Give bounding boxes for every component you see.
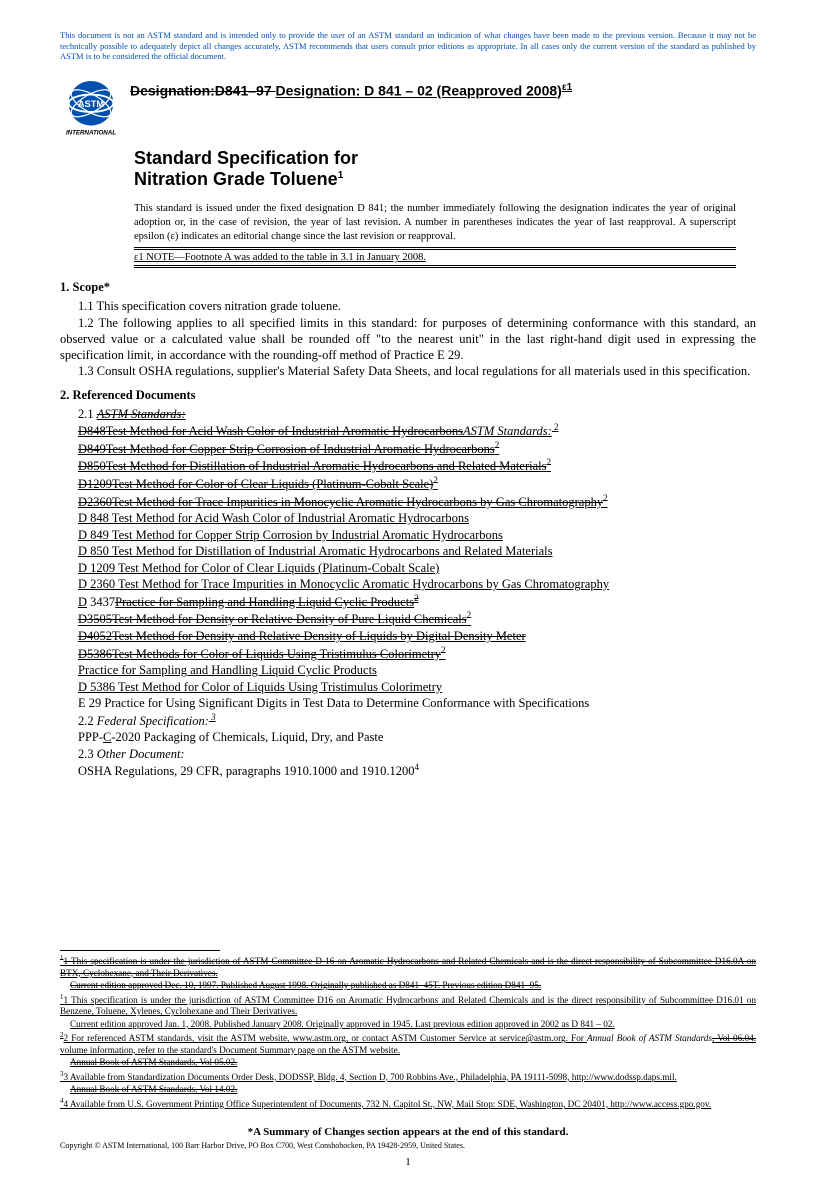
ref-d850-new: D 850 Test Method for Distillation of In…: [78, 543, 756, 560]
fn4-old: Annual Book of ASTM Standards, Vol 14.02…: [60, 1084, 756, 1096]
ref-d1209-new: D 1209 Test Method for Color of Clear Li…: [78, 560, 756, 577]
ref-2.1: 2.1 ASTM Standards:: [78, 406, 756, 423]
l23a: 2.3: [78, 747, 97, 761]
fn4-new: 44 Available from U.S. Government Printi…: [60, 1097, 756, 1111]
l21b: ASTM Standards:: [97, 407, 186, 421]
u6a: D: [78, 595, 87, 609]
f2u2: volume information, refer to the standar…: [60, 1045, 400, 1055]
r4: D1209Test Method for Color of Clear Liqu…: [78, 477, 433, 491]
svg-text:ASTM: ASTM: [78, 99, 105, 109]
r3: D850Test Method for Distillation of Indu…: [78, 459, 546, 473]
ref-d5386-old: D5386Test Methods for Color of Liquids U…: [78, 645, 756, 663]
ref-2.2: 2.2 Federal Specification: 3: [78, 712, 756, 730]
ref-2.3: 2.3 Other Document:: [78, 746, 756, 763]
scope-head: 1. Scope*: [60, 280, 756, 295]
ref-d4052-old: D4052Test Method for Density and Relativ…: [78, 628, 756, 645]
f3u: 3 Available from Standardization Documen…: [64, 1072, 677, 1082]
osha-sup: 4: [414, 762, 419, 772]
fn3-old: Annual Book of ASTM Standards, Vol 05.02…: [60, 1057, 756, 1069]
ref-e29: E 29 Practice for Using Significant Digi…: [78, 695, 756, 712]
r5sup: 2: [603, 493, 608, 503]
ppp-c: -2020 Packaging of Chemicals, Liquid, Dr…: [111, 730, 383, 744]
scope-p3: 1.3 Consult OSHA regulations, supplier's…: [60, 363, 756, 379]
epsilon-note: ε1 NOTE—Footnote A was added to the tabl…: [134, 247, 736, 268]
ref-d848-new: D 848 Test Method for Acid Wash Color of…: [78, 510, 756, 527]
footnotes: 11 This specification is under the juris…: [60, 954, 756, 1110]
scope-p1: 1.1 This specification covers nitration …: [60, 298, 756, 314]
l21a: 2.1: [78, 407, 97, 421]
f2s: , Vol 06.04.: [712, 1033, 756, 1043]
ref-d1209-old: D1209Test Method for Color of Clear Liqu…: [78, 475, 756, 493]
r8sup: 2: [441, 645, 446, 655]
r1sup: 2: [552, 422, 559, 432]
r2: D849Test Method for Copper Strip Corrosi…: [78, 442, 495, 456]
u6sup: 2: [414, 593, 419, 603]
l22b: Federal Specification:: [97, 714, 209, 728]
r6sup: 2: [467, 610, 472, 620]
f2u: 2 For referenced ASTM standards, visit t…: [64, 1033, 588, 1043]
designation-old: Designation:D841–97: [130, 83, 276, 99]
ref-d5386-new: D 5386 Test Method for Color of Liquids …: [78, 679, 756, 696]
ref-d3437: D 3437Practice for Sampling and Handling…: [78, 593, 756, 611]
summary-line: *A Summary of Changes section appears at…: [60, 1126, 756, 1138]
header-row: ASTM INTERNATIONAL Designation:D841–97 D…: [60, 76, 756, 138]
fn3-new: 33 Available from Standardization Docume…: [60, 1070, 756, 1084]
osha-t: OSHA Regulations, 29 CFR, paragraphs 191…: [78, 765, 414, 779]
fn1-old2: Current edition approved Dec. 10, 1997. …: [60, 980, 756, 992]
refdocs-body: 2.1 ASTM Standards: D848Test Method for …: [60, 406, 756, 781]
title-sup: 1: [338, 170, 344, 181]
r3sup: 2: [546, 457, 551, 467]
copyright-line: Copyright © ASTM International, 100 Barr…: [60, 1141, 756, 1150]
scope-body: 1.1 This specification covers nitration …: [60, 298, 756, 379]
r6: D3505Test Method for Density or Relative…: [78, 613, 467, 627]
scope-p2: 1.2 The following applies to all specifi…: [60, 315, 756, 364]
ref-d850-old: D850Test Method for Distillation of Indu…: [78, 457, 756, 475]
r2sup: 2: [495, 440, 500, 450]
l22a: 2.2: [78, 714, 97, 728]
l23b: Other Document:: [97, 747, 185, 761]
ppp-a: PPP-: [78, 730, 103, 744]
ref-d2360-new: D 2360 Test Method for Trace Impurities …: [78, 576, 756, 593]
u6b: 3437: [87, 595, 115, 609]
ref-d849-new: D 849 Test Method for Copper Strip Corro…: [78, 527, 756, 544]
refdocs-head: 2. Referenced Documents: [60, 388, 756, 403]
l22sup: 3: [209, 712, 216, 722]
ref-practice-new: Practice for Sampling and Handling Liqui…: [78, 662, 756, 679]
f1s: 1 This specification is under the jurisd…: [60, 956, 756, 978]
ref-d849-old: D849Test Method for Copper Strip Corrosi…: [78, 440, 756, 458]
designation-new: Designation: D 841 – 02 (Reapproved 2008…: [276, 83, 562, 99]
fn1-old: 11 This specification is under the juris…: [60, 954, 756, 979]
r5: D2360Test Method for Trace Impurities in…: [78, 495, 603, 509]
svg-text:INTERNATIONAL: INTERNATIONAL: [66, 129, 116, 136]
u6c: Practice for Sampling and Handling Liqui…: [115, 595, 414, 609]
ref-ppp: PPP-C-2020 Packaging of Chemicals, Liqui…: [78, 729, 756, 746]
footnote-rule: [60, 950, 220, 951]
f1u: 1 This specification is under the jurisd…: [60, 995, 756, 1017]
issued-para: This standard is issued under the fixed …: [134, 202, 756, 243]
astm-logo: ASTM INTERNATIONAL: [60, 76, 122, 138]
fn1-new: 11 This specification is under the juris…: [60, 993, 756, 1018]
page: This document is not an ASTM standard an…: [0, 0, 816, 1188]
fn2: 22 For referenced ASTM standards, visit …: [60, 1031, 756, 1056]
title-line1: Standard Specification for: [134, 148, 756, 169]
ref-d848-old: D848Test Method for Acid Wash Color of I…: [78, 422, 756, 440]
designation-sup: ε1: [562, 82, 572, 93]
r4sup: 2: [433, 475, 438, 485]
fn1-new2: Current edition approved Jan. 1, 2008. P…: [60, 1019, 756, 1031]
r1b: ASTM Standards:: [463, 424, 552, 438]
ref-osha: OSHA Regulations, 29 CFR, paragraphs 191…: [78, 762, 756, 780]
ref-d3505-old: D3505Test Method for Density or Relative…: [78, 610, 756, 628]
designation-line: Designation:D841–97 Designation: D 841 –…: [130, 76, 572, 99]
r1: D848Test Method for Acid Wash Color of I…: [78, 424, 463, 438]
page-number: 1: [60, 1156, 756, 1168]
title-block: Standard Specification for Nitration Gra…: [134, 148, 756, 190]
title-line2: Nitration Grade Toluene: [134, 169, 338, 189]
title-line2-wrap: Nitration Grade Toluene1: [134, 169, 756, 190]
top-notice: This document is not an ASTM standard an…: [60, 30, 756, 62]
f2ui: Annual Book of ASTM Standards: [587, 1033, 712, 1043]
ref-d2360-old: D2360Test Method for Trace Impurities in…: [78, 493, 756, 511]
r8: D5386Test Methods for Color of Liquids U…: [78, 647, 441, 661]
f4u: 4 Available from U.S. Government Printin…: [64, 1099, 712, 1109]
